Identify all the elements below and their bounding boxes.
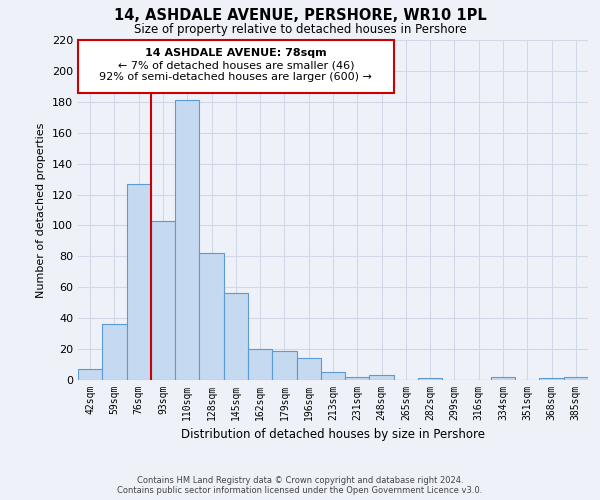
Text: 14, ASHDALE AVENUE, PERSHORE, WR10 1PL: 14, ASHDALE AVENUE, PERSHORE, WR10 1PL: [113, 8, 487, 22]
Text: 92% of semi-detached houses are larger (600) →: 92% of semi-detached houses are larger (…: [100, 72, 372, 83]
Bar: [539, 378, 564, 380]
Bar: [370, 376, 394, 380]
FancyBboxPatch shape: [78, 40, 394, 92]
Y-axis label: Number of detached properties: Number of detached properties: [37, 122, 46, 298]
Bar: [321, 372, 345, 380]
Text: Contains HM Land Registry data © Crown copyright and database right 2024.
Contai: Contains HM Land Registry data © Crown c…: [118, 476, 482, 495]
Bar: [418, 378, 442, 380]
Bar: [296, 358, 321, 380]
Text: 14 ASHDALE AVENUE: 78sqm: 14 ASHDALE AVENUE: 78sqm: [145, 48, 326, 58]
Bar: [345, 377, 370, 380]
Bar: [102, 324, 127, 380]
X-axis label: Distribution of detached houses by size in Pershore: Distribution of detached houses by size …: [181, 428, 485, 442]
Text: ← 7% of detached houses are smaller (46): ← 7% of detached houses are smaller (46): [118, 60, 354, 70]
Bar: [491, 377, 515, 380]
Bar: [224, 294, 248, 380]
Bar: [175, 100, 199, 380]
Bar: [564, 377, 588, 380]
Text: Size of property relative to detached houses in Pershore: Size of property relative to detached ho…: [134, 22, 466, 36]
Bar: [151, 221, 175, 380]
Bar: [199, 254, 224, 380]
Bar: [272, 350, 296, 380]
Bar: [127, 184, 151, 380]
Bar: [248, 349, 272, 380]
Bar: [78, 369, 102, 380]
